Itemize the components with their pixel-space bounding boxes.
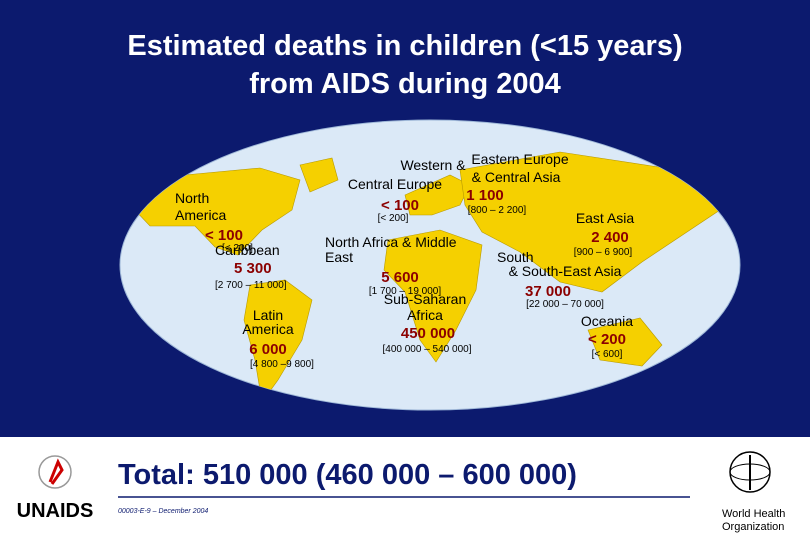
region-name: & Central Asia xyxy=(472,169,561,185)
region-estimate: 6 000 xyxy=(249,341,287,358)
region-name: North Africa & Middle xyxy=(325,234,457,250)
region-name: Eastern Europe xyxy=(471,151,568,167)
region-name: & South-East Asia xyxy=(509,263,622,279)
region-name: Caribbean xyxy=(215,242,280,258)
region-name: Oceania xyxy=(581,313,633,329)
title: from AIDS during 2004 xyxy=(249,68,561,100)
region-estimate: 2 400 xyxy=(591,229,629,246)
region-estimate: 5 600 xyxy=(381,269,419,286)
region-range: [900 – 6 900] xyxy=(574,247,633,258)
region-name: Africa xyxy=(407,307,443,323)
region-range: [< 600] xyxy=(592,349,623,360)
region-estimate: 5 300 xyxy=(234,260,272,277)
region-range: [4 800 –9 800] xyxy=(250,359,314,370)
region-estimate: 37 000 xyxy=(525,283,571,300)
region-name: Latin xyxy=(253,307,283,323)
region-name: Western & xyxy=(400,157,466,173)
region-estimate: < 100 xyxy=(381,197,419,214)
logo-text: World Health xyxy=(722,508,785,520)
logo-text: UNAIDS xyxy=(17,500,94,522)
region-name: Central Europe xyxy=(348,176,442,192)
region-name: East Asia xyxy=(576,210,635,226)
logo-text: Organization xyxy=(722,521,784,533)
region-range: [400 000 – 540 000] xyxy=(383,344,472,355)
region-range: [< 200] xyxy=(222,243,253,254)
region-name: America xyxy=(242,321,294,337)
total: Total: 510 000 (460 000 – 600 000) xyxy=(118,459,577,491)
region-range: [2 700 – 11 000] xyxy=(215,280,287,291)
region-estimate: 1 100 xyxy=(466,187,504,204)
region-name: East xyxy=(325,249,353,265)
region-estimate: 450 000 xyxy=(401,325,455,342)
title: Estimated deaths in children (<15 years) xyxy=(127,30,682,62)
region-estimate: < 200 xyxy=(588,331,626,348)
unaids-logo: UNAIDS xyxy=(17,455,94,522)
region-name: North xyxy=(175,190,209,206)
region-range: [< 200] xyxy=(378,213,409,224)
labels: North America < 100 [< 200] Caribbean 5 … xyxy=(175,151,634,370)
region-name: America xyxy=(175,207,227,223)
footer-band xyxy=(0,437,810,540)
region-range: [22 000 – 70 000] xyxy=(526,299,604,310)
region-estimate: < 100 xyxy=(205,227,243,244)
region-name: South xyxy=(497,249,534,265)
region-range: [1 700 – 19 000] xyxy=(369,286,442,297)
who-logo: World Health Organization xyxy=(722,451,785,533)
world-map xyxy=(119,119,741,411)
region-name: Sub-Saharan xyxy=(384,291,467,307)
footer-code: 00003-E-9 – December 2004 xyxy=(118,508,208,515)
region-range: [800 – 2 200] xyxy=(468,205,527,216)
